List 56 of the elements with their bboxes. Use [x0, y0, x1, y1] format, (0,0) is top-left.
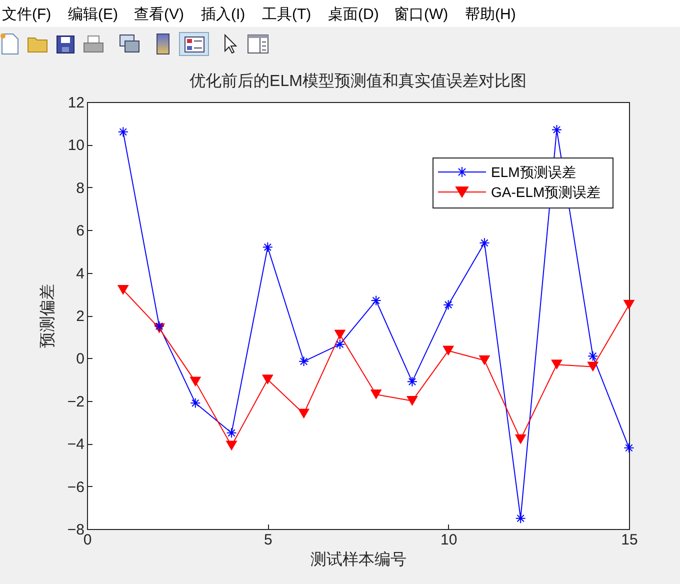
text: 工具(T)	[262, 5, 312, 24]
text: 插入(I)	[201, 5, 246, 24]
point	[118, 126, 128, 138]
text: 窗口(W)	[394, 5, 448, 24]
x-axis-title: 测试样本编号	[310, 550, 406, 568]
point	[406, 376, 418, 387]
text: 桌面(D)	[328, 5, 379, 24]
x-tick-label: 5	[264, 532, 272, 548]
point	[551, 124, 562, 135]
point	[262, 242, 273, 252]
legend-label: GA-ELM预测误差	[491, 184, 601, 200]
x-tick-label: 15	[621, 532, 638, 548]
point	[190, 398, 201, 408]
point	[370, 295, 382, 306]
y-tick-label: −4	[67, 436, 84, 454]
text: 文件(F)	[2, 5, 52, 24]
point	[588, 350, 598, 362]
y-tick-label: −8	[67, 522, 84, 538]
y-tick-label: −2	[67, 393, 84, 410]
legend-label: ELM预测误差	[491, 164, 576, 180]
point	[443, 300, 454, 310]
point	[334, 330, 346, 340]
point	[442, 346, 454, 356]
point	[623, 300, 635, 310]
point	[515, 513, 526, 524]
text: 编辑(E)	[68, 5, 118, 24]
point	[406, 396, 418, 406]
y-tick-label: 0	[76, 350, 84, 368]
text: 帮助(H)	[465, 5, 516, 24]
point	[334, 339, 346, 350]
point	[190, 376, 202, 387]
point	[154, 320, 165, 332]
text: 查看(V)	[134, 5, 184, 24]
point	[226, 428, 237, 438]
chart-title: 优化前后的ELM模型预测值和真实值误差对比图	[190, 72, 526, 90]
point	[479, 238, 490, 248]
point	[298, 356, 310, 367]
point	[624, 442, 634, 454]
point	[370, 390, 382, 400]
point	[298, 408, 310, 419]
point	[226, 440, 238, 451]
y-tick-label: 10	[68, 137, 84, 154]
y-tick-label: −6	[67, 478, 84, 496]
point	[514, 434, 526, 444]
y-tick-label: 4	[76, 265, 84, 282]
point	[587, 362, 599, 372]
point	[551, 360, 562, 370]
point	[262, 374, 274, 384]
y-tick-label: 8	[76, 180, 84, 197]
y-tick-label: 2	[76, 308, 84, 325]
x-tick-label: 10	[440, 532, 458, 548]
y-tick-label: 6	[76, 222, 84, 240]
point	[478, 355, 490, 366]
y-axis-title: 预测偏差	[38, 284, 56, 348]
y-tick-label: 12	[68, 94, 84, 112]
point	[117, 284, 129, 295]
